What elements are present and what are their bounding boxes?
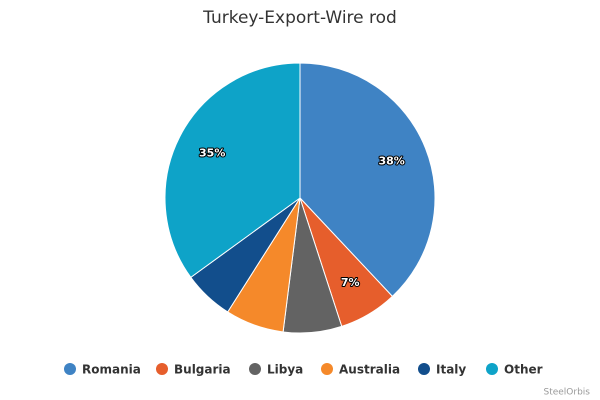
legend-label: Romania — [82, 363, 141, 377]
pie-slice — [299, 62, 436, 298]
legend-label: Bulgaria — [174, 363, 231, 377]
data-label: 7% — [341, 276, 360, 289]
data-label: 35% — [199, 146, 225, 159]
legend-marker — [486, 363, 498, 375]
legend-marker — [64, 363, 76, 375]
legend-marker — [249, 363, 261, 375]
legend-label: Libya — [267, 363, 303, 377]
legend-label: Australia — [339, 363, 400, 377]
legend-marker — [321, 363, 333, 375]
data-label: 38% — [378, 155, 404, 168]
credit: SteelOrbis — [543, 388, 590, 398]
legend-marker — [418, 363, 430, 375]
legend-label: Other — [504, 363, 543, 377]
legend-marker — [156, 363, 168, 375]
pie-slice — [164, 62, 301, 279]
legend-label: Italy — [436, 363, 466, 377]
chart-title: Turkey-Export-Wire rod — [202, 8, 397, 28]
